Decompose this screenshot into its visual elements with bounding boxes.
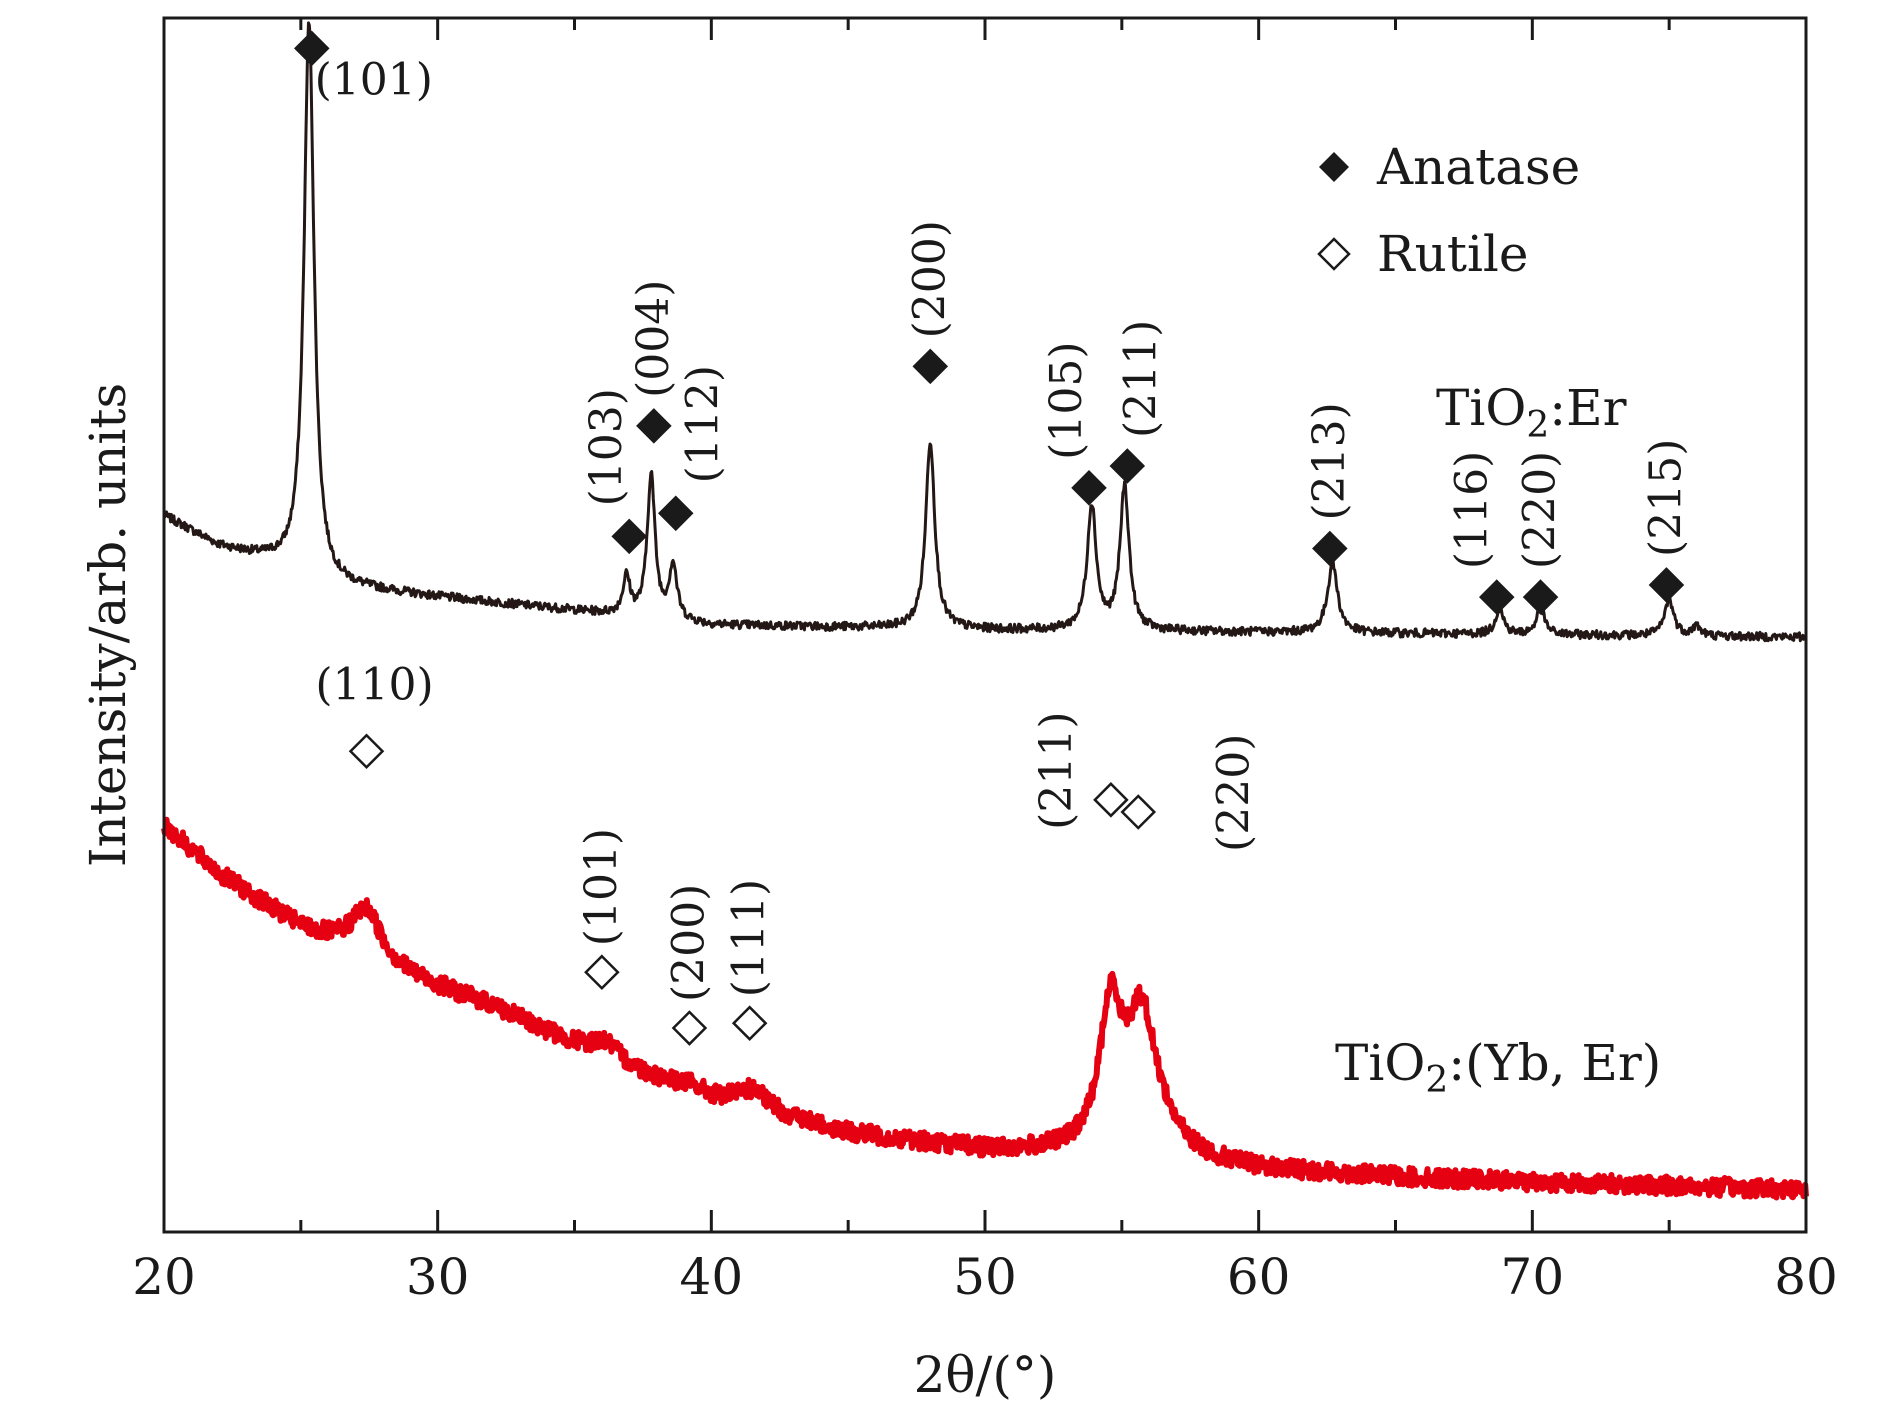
peak-label-anatase: (101) — [315, 54, 433, 105]
legend-marker-rutile — [1317, 237, 1351, 271]
peak-label-rutile: (200) — [663, 884, 714, 1002]
peak-label-anatase: (105) — [1041, 341, 1092, 459]
axes: 20 30 40 50 60 70 80 — [132, 16, 1838, 1306]
x-tick-label: 70 — [1501, 1248, 1565, 1306]
anatase-marker — [294, 30, 330, 67]
peak-label-rutile: (220) — [1208, 734, 1259, 852]
anatase-marker — [636, 408, 672, 444]
series-line-tio2-yb-er — [161, 816, 1809, 1201]
anatase-marker — [1478, 579, 1515, 615]
peak-label-anatase: (213) — [1304, 402, 1355, 520]
x-tick-label: 50 — [953, 1248, 1017, 1306]
rutile-marker — [348, 733, 385, 770]
peak-label-anatase: (004) — [628, 280, 679, 398]
rutile-marker — [671, 1010, 708, 1046]
peak-label-anatase: (116) — [1447, 451, 1498, 569]
x-tick-label: 60 — [1227, 1248, 1291, 1306]
peak-annotations: (101) (103)(004)(112) (200) (105) (211) (213)… — [294, 30, 1691, 1046]
x-tick-label: 80 — [1774, 1248, 1838, 1306]
legend: Anatase Rutile — [1317, 138, 1580, 283]
x-tick-label: 30 — [406, 1248, 470, 1306]
legend-marker-anatase — [1319, 152, 1349, 182]
legend-label-anatase: Anatase — [1376, 138, 1580, 196]
y-axis-title: Intensity/arb. units — [79, 383, 137, 867]
x-axis-title: 2θ/(°) — [914, 1346, 1057, 1404]
peak-label-anatase: (103) — [581, 388, 632, 506]
anatase-marker — [1071, 470, 1107, 506]
anatase-marker — [1648, 567, 1685, 603]
plot-area — [161, 21, 1809, 1201]
series-label-tio2-yb-er: TiO2:(Yb, Er) — [1335, 1034, 1661, 1101]
peak-label-anatase: (200) — [904, 220, 955, 338]
legend-label-rutile: Rutile — [1377, 225, 1529, 283]
anatase-marker — [1109, 448, 1146, 484]
series-label-tio2-er: TiO2:Er — [1436, 379, 1627, 446]
anatase-marker — [912, 348, 949, 385]
anatase-marker — [611, 518, 648, 555]
peak-label-rutile: (111) — [724, 879, 775, 997]
series-line-tio2-er — [162, 21, 1808, 643]
anatase-marker — [657, 495, 694, 532]
peak-label-anatase: (220) — [1515, 451, 1566, 569]
anatase-marker — [1312, 530, 1348, 567]
rutile-marker — [731, 1005, 768, 1041]
rutile-marker — [1093, 782, 1129, 818]
rutile-marker — [1120, 794, 1157, 830]
x-tick-label: 20 — [132, 1248, 196, 1306]
peak-label-rutile: (211) — [1031, 711, 1082, 829]
peak-label-anatase: (112) — [678, 365, 729, 483]
anatase-marker — [1522, 579, 1559, 615]
peak-label-anatase: (215) — [1640, 439, 1691, 557]
peak-label-rutile: (101) — [576, 828, 627, 946]
x-tick-label: 40 — [680, 1248, 744, 1306]
peak-label-rutile: (110) — [315, 659, 433, 710]
peak-label-anatase: (211) — [1115, 320, 1166, 438]
rutile-marker — [584, 954, 620, 990]
